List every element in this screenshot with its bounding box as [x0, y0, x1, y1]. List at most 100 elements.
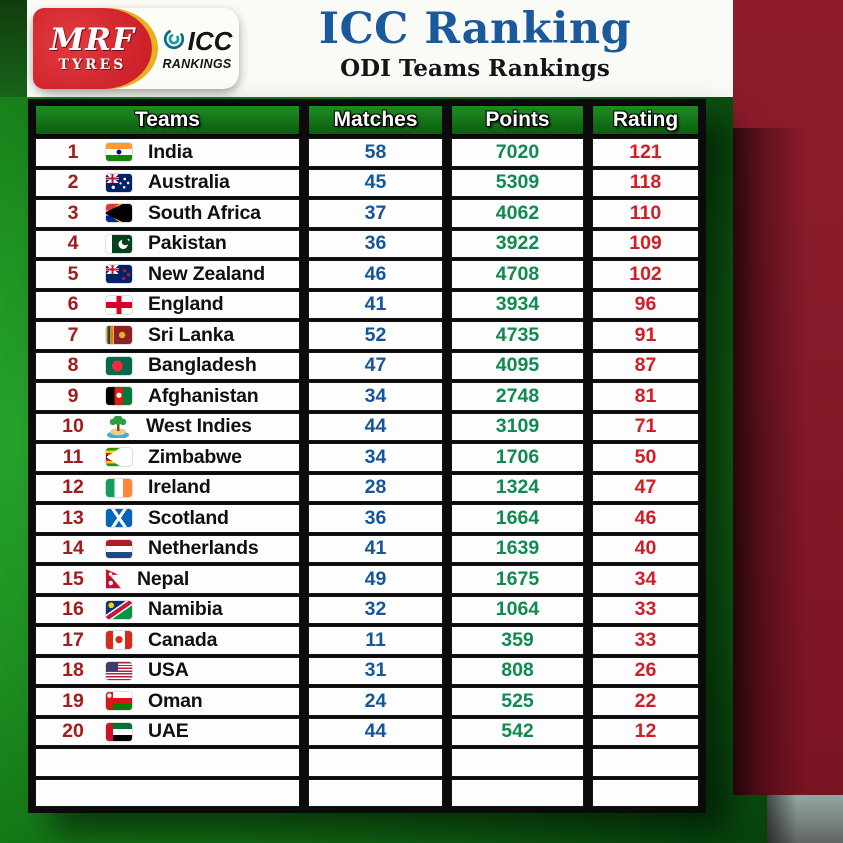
matches-value: 41 [308, 534, 443, 563]
table-row: 17 Canada 11 359 33 [35, 626, 699, 655]
rank-value: 20 [62, 720, 84, 743]
table-row: 6 England 41 3934 96 [35, 290, 699, 319]
matches-value: 34 [308, 382, 443, 411]
team-name: India [148, 140, 193, 163]
flag-icon [106, 234, 132, 253]
table-row: 8 Bangladesh 47 4095 87 [35, 351, 699, 380]
rank-value: 15 [62, 567, 84, 590]
rating-value: 102 [592, 260, 699, 289]
team-cell: 11 Zimbabwe [35, 443, 300, 472]
matches-value [308, 748, 443, 777]
rating-value [592, 778, 699, 807]
team-name: New Zealand [148, 262, 265, 285]
matches-value: 44 [308, 717, 443, 746]
column-header-teams: Teams [35, 105, 300, 135]
flag-icon [106, 722, 132, 741]
rating-value: 71 [592, 412, 699, 441]
points-value: 2748 [451, 382, 584, 411]
icc-swirl-icon [162, 27, 186, 56]
team-name: Sri Lanka [148, 323, 234, 346]
table-row: 7 Sri Lanka 52 4735 91 [35, 321, 699, 350]
team-name: Australia [148, 171, 230, 194]
flag-icon [106, 509, 132, 528]
matches-value: 47 [308, 351, 443, 380]
table-row-empty [35, 748, 699, 777]
matches-value: 58 [308, 138, 443, 167]
table-row: 2 Australia 45 5309 118 [35, 168, 699, 197]
rating-value: 34 [592, 565, 699, 594]
rating-value: 50 [592, 443, 699, 472]
points-value: 7020 [451, 138, 584, 167]
matches-value: 36 [308, 504, 443, 533]
matches-value: 11 [308, 626, 443, 655]
team-cell: 1 India [35, 138, 300, 167]
table-row: 10 West Indies 44 3109 71 [35, 412, 699, 441]
matches-value: 45 [308, 168, 443, 197]
team-cell: 15 Nepal [35, 565, 300, 594]
icc-logo-text: ICC [187, 26, 233, 56]
rank-value: 12 [62, 476, 84, 499]
flag-icon [106, 539, 132, 558]
matches-value: 32 [308, 595, 443, 624]
mrf-tyres-logo: MRF TYRES [33, 8, 152, 89]
points-value [451, 748, 584, 777]
team-cell: 17 Canada [35, 626, 300, 655]
table-row: 3 South Africa 37 4062 110 [35, 199, 699, 228]
team-name: Canada [148, 628, 218, 651]
team-cell: 6 England [35, 290, 300, 319]
team-cell: 3 South Africa [35, 199, 300, 228]
flag-icon [106, 478, 132, 497]
rank-value: 5 [67, 262, 79, 285]
background-gray-patch [767, 795, 843, 843]
points-value: 359 [451, 626, 584, 655]
team-name: Afghanistan [148, 384, 259, 407]
points-value: 3109 [451, 412, 584, 441]
flag-icon [106, 204, 132, 223]
team-cell [35, 748, 300, 777]
team-name: Zimbabwe [148, 445, 242, 468]
table-row: 1 India 58 7020 121 [35, 138, 699, 167]
rank-value: 14 [62, 537, 84, 560]
rankings-table: Teams Matches Points Rating 1 India 58 7… [28, 99, 706, 813]
team-cell: 5 New Zealand [35, 260, 300, 289]
rank-value: 2 [67, 171, 79, 194]
points-value: 4062 [451, 199, 584, 228]
matches-value: 37 [308, 199, 443, 228]
rating-value: 40 [592, 534, 699, 563]
page-title: ICC Ranking [318, 4, 632, 54]
table-row: 5 New Zealand 46 4708 102 [35, 260, 699, 289]
points-value: 808 [451, 656, 584, 685]
flag-icon [106, 692, 132, 711]
matches-value: 36 [308, 229, 443, 258]
team-name: Oman [148, 689, 203, 712]
background-maroon-shadow [733, 128, 807, 795]
rating-value [592, 748, 699, 777]
table-row: 20 UAE 44 542 12 [35, 717, 699, 746]
team-cell: 7 Sri Lanka [35, 321, 300, 350]
table-row: 12 Ireland 28 1324 47 [35, 473, 699, 502]
rating-value: 46 [592, 504, 699, 533]
rank-value: 1 [67, 140, 79, 163]
table-row: 19 Oman 24 525 22 [35, 687, 699, 716]
matches-value: 49 [308, 565, 443, 594]
rank-value: 17 [62, 628, 84, 651]
team-cell: 18 USA [35, 656, 300, 685]
column-header-matches: Matches [308, 105, 443, 135]
rating-value: 87 [592, 351, 699, 380]
rating-value: 118 [592, 168, 699, 197]
team-cell: 10 West Indies [35, 412, 300, 441]
rankings-logo-text: RANKINGS [162, 56, 232, 71]
matches-value: 31 [308, 656, 443, 685]
rating-value: 33 [592, 595, 699, 624]
table-row: 15 Nepal 49 1675 34 [35, 565, 699, 594]
team-name: UAE [148, 720, 189, 743]
rank-value: 18 [62, 659, 84, 682]
team-cell: 19 Oman [35, 687, 300, 716]
flag-icon [106, 295, 132, 314]
flag-icon [106, 387, 132, 406]
rank-value: 8 [67, 354, 79, 377]
rating-value: 47 [592, 473, 699, 502]
team-name: England [148, 293, 224, 316]
rating-value: 110 [592, 199, 699, 228]
